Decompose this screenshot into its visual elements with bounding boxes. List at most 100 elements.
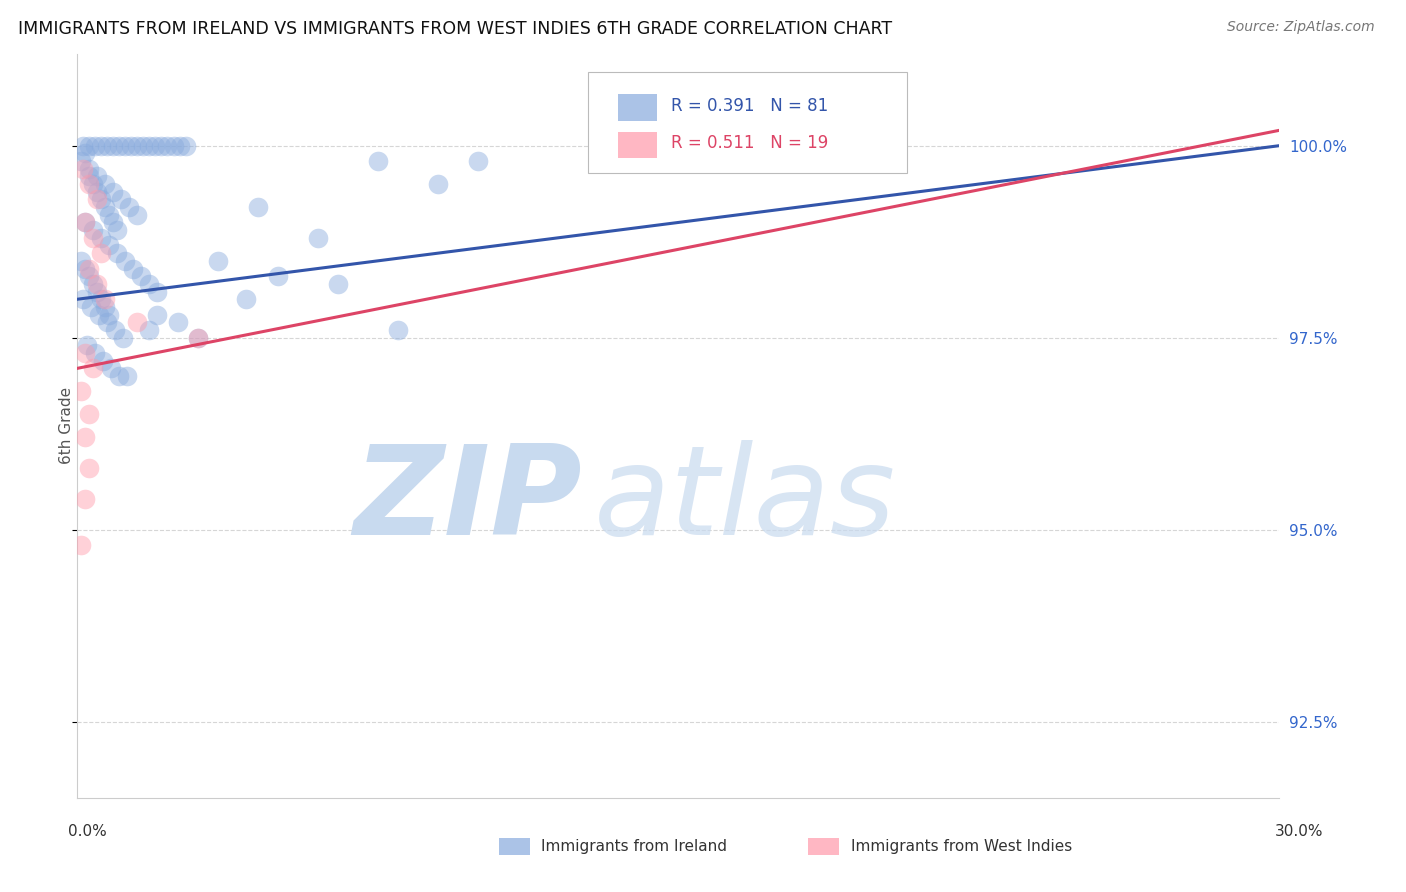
Text: Source: ZipAtlas.com: Source: ZipAtlas.com (1227, 20, 1375, 34)
Point (103, 185, 125, 199)
Point (79, 269, 101, 284)
Point (94, 300, 117, 314)
Point (267, 269, 290, 284)
Point (387, 323, 409, 337)
Point (79, 161, 101, 176)
Point (108, 138, 131, 153)
Point (79, 408, 101, 422)
Text: Immigrants from Ireland: Immigrants from Ireland (541, 839, 727, 854)
Text: atlas: atlas (595, 440, 897, 561)
Point (207, 253, 229, 268)
Point (166, 315, 188, 329)
Point (82, 223, 104, 237)
Point (79, 461, 101, 475)
Point (90, 292, 112, 306)
Point (169, 138, 191, 153)
Point (72, 138, 94, 153)
Point (122, 261, 145, 276)
Point (86, 185, 108, 199)
Point (131, 269, 153, 284)
Point (104, 323, 127, 337)
Point (93, 353, 115, 368)
Point (79, 169, 101, 184)
Point (70, 154, 93, 169)
Point (94, 292, 117, 306)
Point (114, 138, 136, 153)
Text: R = 0.391   N = 81: R = 0.391 N = 81 (671, 96, 828, 115)
Point (118, 200, 141, 214)
FancyBboxPatch shape (619, 95, 657, 120)
Point (75, 346, 97, 360)
Point (307, 231, 329, 245)
Point (75, 430, 97, 444)
Point (70, 253, 93, 268)
Point (79, 177, 101, 191)
Point (82, 277, 104, 291)
Point (94, 177, 117, 191)
Point (246, 200, 269, 214)
Text: Immigrants from West Indies: Immigrants from West Indies (851, 839, 1071, 854)
Point (72, 292, 94, 306)
Point (86, 285, 108, 299)
Point (162, 138, 184, 153)
Point (70, 538, 93, 552)
Point (174, 138, 197, 153)
FancyBboxPatch shape (619, 132, 657, 158)
Point (84, 346, 107, 360)
Point (75, 491, 97, 506)
Point (138, 323, 160, 337)
Point (127, 315, 149, 329)
Point (90, 231, 112, 245)
Point (150, 138, 173, 153)
Point (110, 193, 132, 207)
Point (76, 338, 98, 352)
Point (103, 138, 125, 153)
Point (96, 138, 118, 153)
Point (75, 146, 97, 161)
Point (120, 138, 142, 153)
Point (868, 138, 890, 153)
Point (75, 261, 97, 276)
Point (90, 246, 112, 260)
FancyBboxPatch shape (588, 72, 907, 173)
Point (114, 253, 136, 268)
Point (145, 138, 167, 153)
Point (187, 331, 209, 345)
Point (80, 300, 103, 314)
Point (138, 277, 160, 291)
Point (146, 285, 169, 299)
Y-axis label: 6th Grade: 6th Grade (59, 387, 75, 465)
Point (107, 223, 129, 237)
Point (82, 361, 104, 376)
Point (127, 138, 149, 153)
Point (146, 308, 169, 322)
Point (79, 138, 101, 153)
Point (107, 246, 129, 260)
Point (82, 177, 104, 191)
Point (90, 138, 112, 153)
Point (75, 215, 97, 229)
Point (86, 169, 108, 184)
Point (103, 215, 125, 229)
Point (96, 315, 118, 329)
Point (235, 292, 257, 306)
Point (156, 138, 179, 153)
Point (100, 361, 122, 376)
Point (117, 369, 139, 384)
Point (326, 277, 349, 291)
Point (75, 215, 97, 229)
Point (112, 331, 135, 345)
Text: 30.0%: 30.0% (1275, 824, 1323, 838)
Point (138, 138, 160, 153)
Point (72, 161, 94, 176)
Point (98, 308, 121, 322)
Text: 0.0%: 0.0% (67, 824, 107, 838)
Point (367, 154, 389, 169)
Point (90, 193, 112, 207)
Point (98, 208, 121, 222)
Point (70, 384, 93, 399)
Point (86, 193, 108, 207)
Point (84, 138, 107, 153)
Point (98, 238, 121, 252)
Point (108, 369, 131, 384)
